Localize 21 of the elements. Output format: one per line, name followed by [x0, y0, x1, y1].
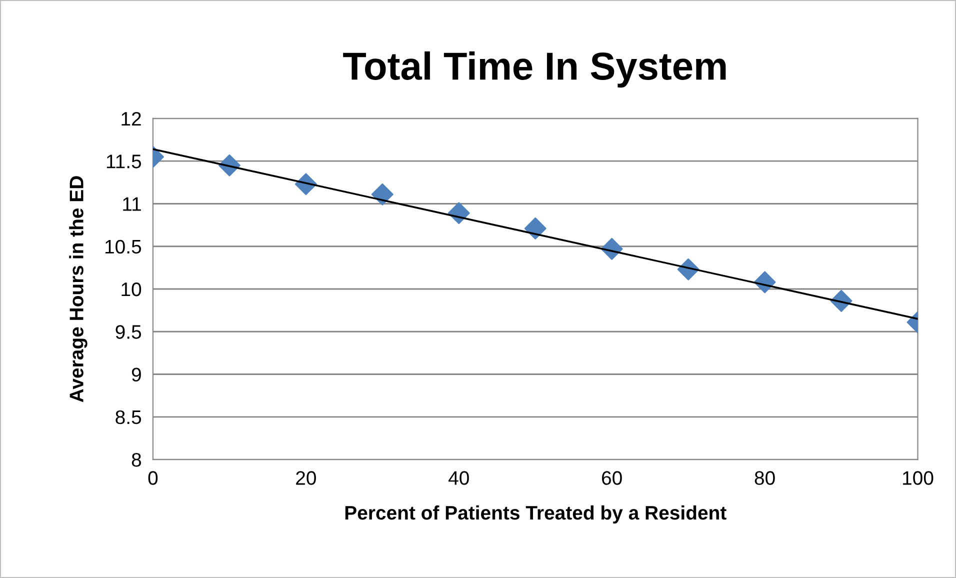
x-tick-label: 40 [448, 471, 469, 485]
y-tick-label: 8 [132, 452, 142, 467]
x-tick-label: 80 [754, 471, 775, 485]
point [448, 202, 470, 224]
y-tick-label: 9 [132, 368, 141, 382]
x-tick-label: 0 [148, 471, 158, 485]
y-tick-label: 8.5 [116, 410, 142, 424]
y-tick-label: 9.5 [116, 325, 142, 339]
y-tick-label: 11.5 [106, 154, 142, 168]
y-tick-label: 11 [123, 197, 141, 211]
x-tick-label: 60 [602, 471, 622, 485]
point [371, 183, 394, 206]
point [524, 217, 546, 240]
y-tick-label: 10.5 [105, 240, 142, 254]
x-axis-title: Percent of Patients Treated by a Resident [345, 505, 726, 524]
x-tick-label: 100 [903, 471, 934, 485]
y-axis-title: Average Hours in the ED [69, 176, 88, 402]
y-tick-label: 10 [122, 282, 142, 296]
x-tick-label: 20 [296, 471, 316, 485]
chart-title: Total Time In System [343, 51, 726, 88]
y-tick-label: 12 [122, 112, 141, 126]
